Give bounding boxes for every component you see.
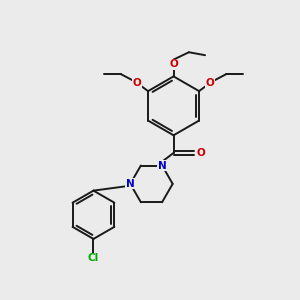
Text: O: O	[133, 78, 141, 88]
Text: N: N	[126, 179, 135, 189]
Text: N: N	[158, 160, 167, 170]
Text: O: O	[196, 148, 205, 158]
Text: Cl: Cl	[88, 254, 99, 263]
Text: O: O	[169, 59, 178, 69]
Text: O: O	[206, 78, 214, 88]
